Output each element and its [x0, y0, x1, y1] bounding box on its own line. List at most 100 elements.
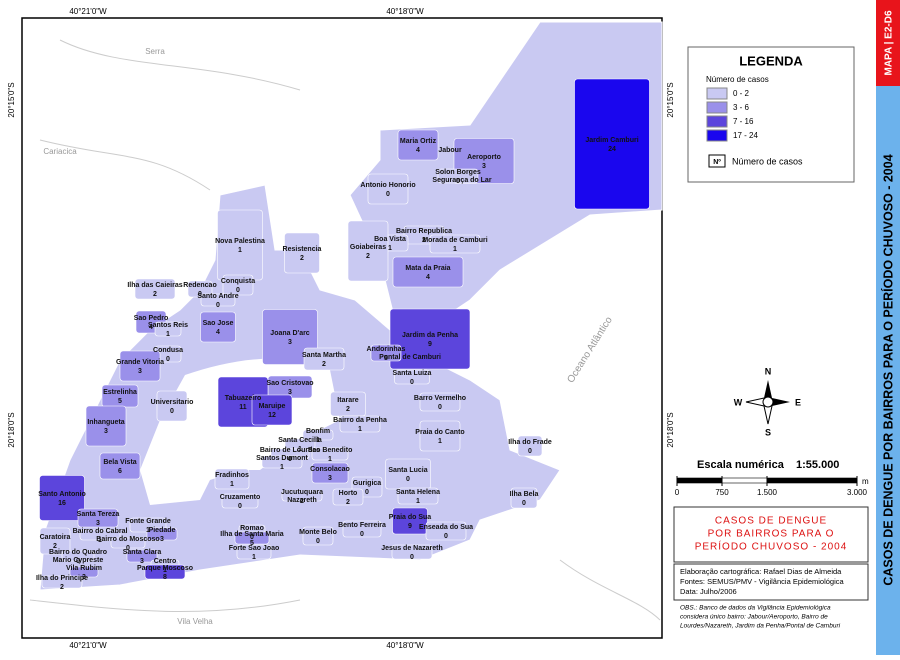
- case-count: 0: [386, 191, 390, 198]
- case-count: 4: [149, 324, 153, 331]
- case-count: 2: [300, 255, 304, 262]
- case-count: 2: [300, 498, 304, 505]
- case-count: 1: [280, 464, 284, 471]
- neighborhood-name: Solon Borges: [435, 169, 481, 176]
- case-count: 1: [388, 245, 392, 252]
- case-count: 0: [236, 287, 240, 294]
- neighborhood-area: [39, 527, 71, 555]
- neighborhood-area: [214, 468, 250, 490]
- case-count: 3: [138, 368, 142, 375]
- neighborhood-area: [154, 321, 182, 337]
- case-count: 1: [230, 481, 234, 488]
- case-count: 2: [60, 584, 64, 591]
- case-count: 1: [98, 537, 102, 544]
- case-count: 5: [118, 398, 122, 405]
- coordinate: 20°15'0"S: [666, 82, 675, 117]
- coordinate: 40°21'0"W: [69, 7, 107, 16]
- neighborhood-area: [397, 129, 439, 161]
- legend-label: 3 - 6: [733, 103, 750, 112]
- neighborhood-area: [370, 344, 402, 362]
- case-count: 0: [522, 500, 526, 507]
- neighborhood-name: Gurigica: [353, 480, 382, 487]
- neighborhood-name: Aeroporto: [467, 154, 501, 161]
- neighborhood-name: Universitario: [151, 399, 194, 406]
- neighborhood-name: Goiabeiras: [350, 244, 386, 251]
- compass: N S E W: [734, 366, 801, 437]
- case-count: 4: [426, 274, 430, 281]
- neighborhood-name: Santa Tereza: [77, 511, 120, 518]
- legend-label: 7 - 16: [733, 117, 754, 126]
- neighborhood-area: [419, 392, 461, 412]
- case-count: 6: [118, 468, 122, 475]
- neighborhood-area: [303, 347, 345, 371]
- scale-ratio: 1:55.000: [796, 459, 839, 471]
- case-count: 2: [346, 499, 350, 506]
- neighborhood-name: Conquista: [221, 278, 255, 285]
- neighborhood-area: [284, 232, 320, 274]
- neighborhood-area: [236, 544, 272, 560]
- neighborhood-area: [200, 293, 236, 307]
- case-count: 1: [453, 246, 457, 253]
- legend-label: 17 - 24: [733, 131, 758, 140]
- neighborhood-name: Mata da Praia: [405, 265, 450, 272]
- neighborhood-name: Boa Vista: [374, 236, 406, 243]
- title-line: PERÍODO CHUVOSO - 2004: [695, 540, 848, 553]
- case-count: 5: [384, 355, 388, 362]
- case-count: 8: [163, 574, 167, 581]
- neighborhood-area: [39, 475, 85, 521]
- case-count: 4: [216, 329, 220, 336]
- neighborhood-area: [332, 488, 364, 506]
- neighborhood-area: [41, 575, 83, 589]
- neighborhood-name: Redencao: [183, 282, 216, 289]
- neighborhood-name: Maruipe: [259, 403, 286, 410]
- neighborhood-area: [391, 544, 433, 560]
- neighborhood-name: Segurança do Lar: [432, 177, 491, 184]
- note: considera único bairro: Jabour/Aeroporto…: [680, 614, 828, 621]
- case-count: 3: [160, 536, 164, 543]
- legend-swatch: [706, 115, 728, 128]
- compass-label: W: [734, 397, 743, 407]
- side-code-band: [876, 0, 900, 86]
- neighborhood-area: [347, 220, 389, 282]
- legend-symbol-text: Nº: [713, 159, 721, 166]
- neighborhood-area: [437, 168, 479, 184]
- case-count: 0: [410, 554, 414, 561]
- neighborhood-name: Santa Clara: [123, 549, 162, 556]
- neighborhood-area: [221, 493, 259, 509]
- neighborhood-name: Bairro do Cabral: [73, 528, 128, 535]
- scale-unit: m: [862, 477, 869, 486]
- case-count: 1: [166, 331, 170, 338]
- legend-swatch: [706, 129, 728, 142]
- place-name: Cariacica: [43, 147, 77, 156]
- scale-segment: [721, 477, 768, 484]
- case-count: 9: [408, 523, 412, 530]
- case-count: 2: [422, 237, 426, 244]
- legend-classes: 0 - 2 3 - 6 7 - 16 17 - 24: [706, 87, 758, 142]
- note: OBS.: Banco de dados da Vigilância Epide…: [680, 605, 831, 612]
- neighborhood-area: [367, 173, 409, 205]
- neighborhood-area: [126, 549, 158, 563]
- place-name: Vila Velha: [177, 617, 213, 626]
- neighborhood-area: [61, 550, 95, 562]
- scale-label: 1.500: [757, 488, 778, 497]
- neighborhood-name: Enseada do Sua: [419, 524, 473, 531]
- neighborhood-name: Jucutuquara: [281, 489, 323, 496]
- neighborhood-name: Bairro do Moscoso: [96, 536, 159, 543]
- neighborhood-name: Consolacao: [310, 466, 350, 473]
- neighborhood-name: Sao Jose: [203, 320, 234, 327]
- case-count: 1: [238, 247, 242, 254]
- neighborhood-name: Ilha Bela: [510, 491, 539, 498]
- neighborhood-name: Romao: [240, 525, 264, 532]
- neighborhood-name: Praia do Canto: [415, 429, 464, 436]
- case-count: 0: [316, 538, 320, 545]
- case-count: 4: [416, 147, 420, 154]
- scale-label: 750: [715, 488, 729, 497]
- neighborhood-name: Parque Moscoso: [137, 565, 193, 572]
- neighborhood-area: [69, 566, 99, 578]
- coordinate: 40°21'0"W: [69, 641, 107, 650]
- case-count: 0: [438, 404, 442, 411]
- case-count: 1: [163, 567, 167, 574]
- case-count: 0: [410, 379, 414, 386]
- neighborhood-name: Bonfim: [306, 428, 330, 435]
